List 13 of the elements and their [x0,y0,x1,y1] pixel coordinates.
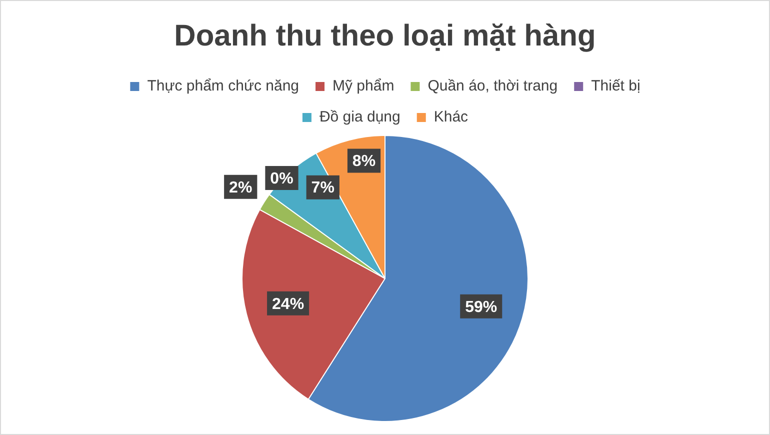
data-label: 8% [352,153,376,170]
data-label: 24% [272,296,304,313]
legend-label: Quần áo, thời trang [428,78,558,95]
legend-label: Đồ gia dụng [319,108,400,126]
chart-title: Doanh thu theo loại mặt hàng [174,19,596,52]
legend-label: Mỹ phẩm [332,78,394,95]
data-label: 59% [465,298,498,316]
data-label: 7% [311,180,334,197]
legend-label: Thực phẩm chức năng [147,78,300,95]
text: 0% [270,170,294,188]
legend-label: Khác [434,108,469,126]
legend-label: Thiết bị [591,78,640,95]
data-label: 2% [229,179,252,196]
